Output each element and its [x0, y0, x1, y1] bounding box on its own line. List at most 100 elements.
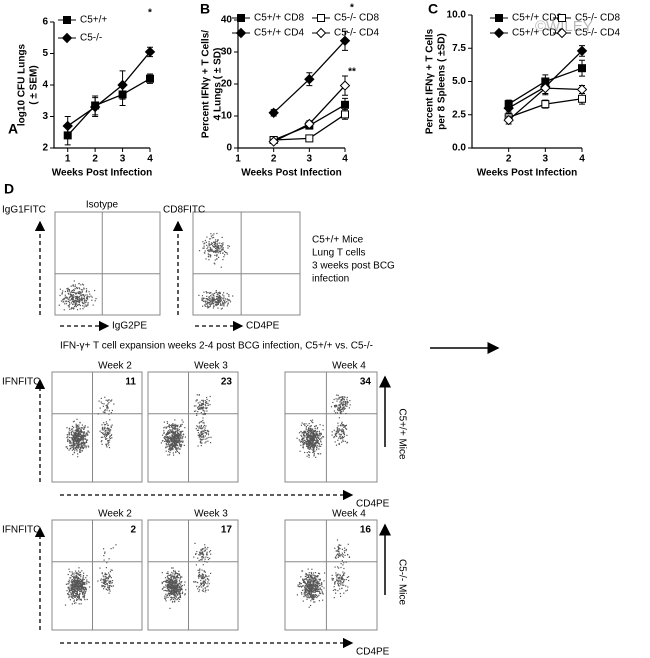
flow-event: [307, 586, 310, 588]
flow-event: [321, 443, 323, 445]
flow-event: [109, 429, 111, 431]
flow-event: [308, 451, 310, 453]
flow-event: [206, 401, 208, 403]
flow-event: [79, 291, 81, 293]
flow-event: [337, 574, 339, 576]
flow-event: [349, 404, 351, 406]
flow-event: [313, 574, 315, 576]
flow-event: [199, 403, 201, 405]
flow-event: [304, 430, 306, 432]
flow-event: [312, 591, 314, 593]
flow-event: [309, 447, 311, 449]
flow-event: [315, 583, 317, 585]
flow-event: [307, 446, 310, 448]
flow-event: [175, 441, 177, 443]
flow-event: [174, 590, 176, 592]
flow-event: [338, 578, 340, 580]
marker: [541, 100, 550, 109]
flow-event: [198, 589, 201, 591]
flow-event: [306, 438, 308, 441]
flow-event: [78, 301, 81, 303]
flow-event: [212, 234, 214, 236]
flow-event: [202, 577, 204, 579]
flow-event: [104, 551, 106, 553]
flow-event: [172, 567, 174, 569]
flow-event: [77, 573, 79, 575]
flow-event: [199, 401, 201, 403]
flow-event: [76, 431, 78, 433]
flow-event: [342, 408, 344, 410]
flow-event: [346, 398, 348, 400]
flow-event: [222, 303, 224, 305]
flow-event: [74, 449, 76, 451]
flow-event: [318, 600, 320, 602]
flow-event: [201, 434, 203, 436]
flow-event: [217, 294, 219, 296]
flow-event: [311, 431, 313, 433]
flow-event: [198, 294, 200, 296]
flow-event: [80, 574, 82, 576]
marker: [235, 27, 247, 39]
flow-event: [108, 401, 110, 404]
flow-event: [77, 580, 79, 582]
x-tick-label: 4: [147, 154, 153, 165]
flow-event: [176, 450, 178, 452]
flow-event: [345, 578, 347, 581]
flow-event: [171, 593, 173, 595]
flow-event: [339, 434, 341, 436]
flow-event: [203, 413, 206, 415]
flow-event: [81, 442, 83, 444]
flow-event: [334, 404, 336, 407]
flow-event: [73, 438, 76, 440]
flow-event: [69, 429, 71, 432]
flow-event: [173, 581, 175, 583]
flow-event: [316, 583, 318, 585]
flow-event: [70, 440, 72, 442]
plot-frame: [284, 371, 378, 483]
flow-event: [335, 430, 337, 432]
flow-event: [68, 588, 70, 590]
flow-event: [220, 266, 222, 268]
flow-event: [315, 579, 317, 581]
flow-event: [69, 445, 71, 447]
flow-event: [77, 583, 80, 585]
flow-event: [308, 572, 310, 574]
flow-event: [78, 445, 80, 447]
flow-event: [202, 400, 204, 403]
flow-event: [105, 567, 107, 569]
flow-event: [172, 597, 174, 599]
flow-event: [341, 587, 343, 590]
flow-event: [104, 426, 106, 428]
flow-event: [76, 296, 79, 298]
flow-event: [73, 300, 75, 302]
flow-event: [317, 585, 319, 587]
flow-event: [180, 425, 182, 427]
flow-event: [168, 590, 170, 592]
flow-event: [83, 302, 85, 304]
flow-event: [316, 428, 318, 430]
flow-event: [318, 589, 320, 591]
flow-event: [311, 435, 313, 437]
flow-event: [338, 433, 340, 435]
flow-event: [308, 606, 310, 608]
flow-event: [336, 400, 338, 402]
flow-event: [204, 581, 206, 583]
flow-event: [210, 255, 212, 257]
flow-event: [164, 426, 166, 428]
flow-event: [101, 581, 103, 583]
flow-event: [343, 567, 345, 570]
flow-event: [174, 597, 176, 599]
flow-event: [166, 586, 168, 588]
flow-event: [312, 599, 314, 601]
flow-event: [308, 435, 310, 438]
flow-event: [312, 596, 314, 598]
section-title: IFN-γ+ T cell expansion weeks 2-4 post B…: [60, 341, 373, 352]
flow-event: [169, 448, 171, 450]
flow-event: [112, 547, 114, 549]
flow-event: [101, 428, 104, 430]
flow-event: [104, 434, 106, 436]
flow-event: [178, 585, 180, 587]
flow-event: [182, 591, 184, 593]
flow-event: [75, 575, 77, 577]
